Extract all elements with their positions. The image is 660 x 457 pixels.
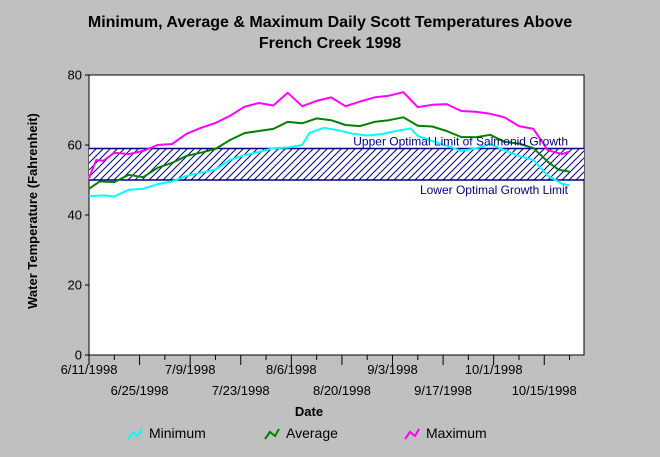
x-tick-label: 8/6/1998 [266, 362, 317, 377]
y-axis-label: Water Temperature (Fahrenheit) [25, 113, 40, 309]
x-tick-label: 7/9/1998 [165, 362, 216, 377]
x-axis-label: Date [295, 404, 323, 419]
legend-label: Minimum [149, 425, 206, 441]
y-tick-label: 80 [68, 68, 82, 83]
legend-swatch [127, 428, 143, 440]
legend-swatch [264, 428, 280, 440]
x-tick-label: 9/3/1998 [367, 362, 418, 377]
x-tick-label: 10/15/1998 [512, 383, 577, 398]
series-average-line [88, 116, 570, 190]
series-maximum-line [88, 91, 570, 179]
legend: Minimum Average Maximum [0, 423, 660, 445]
y-tick-label: 0 [75, 348, 82, 363]
y-tick-label: 60 [68, 138, 82, 153]
chart-title-line2: French Creek 1998 [258, 35, 402, 52]
legend-label: Average [286, 425, 338, 441]
legend-label: Maximum [426, 425, 487, 441]
x-tick-label: 10/1/1998 [465, 362, 523, 377]
x-tick-label: 7/23/1998 [212, 383, 270, 398]
x-tick-label: 6/11/1998 [61, 362, 118, 377]
series-minimum-line [88, 126, 570, 198]
chart-title: Minimum, Average & Maximum Daily Scott T… [0, 12, 660, 54]
y-tick-label: 20 [68, 278, 82, 293]
plot-area [88, 74, 585, 356]
optimal-growth-band [89, 148, 584, 180]
x-tick-label: 8/20/1998 [313, 383, 371, 398]
y-tick-label: 40 [68, 208, 82, 223]
upper-limit-label: Upper Optimal Limit of Salmonid Growth [353, 135, 568, 149]
legend-swatch [404, 428, 420, 440]
lower-limit-label: Lower Optimal Growth Limit [420, 183, 569, 197]
x-tick-label: 9/17/1998 [414, 383, 472, 398]
x-tick-label: 6/25/1998 [111, 383, 169, 398]
chart-title-line1: Minimum, Average & Maximum Daily Scott T… [87, 14, 573, 31]
